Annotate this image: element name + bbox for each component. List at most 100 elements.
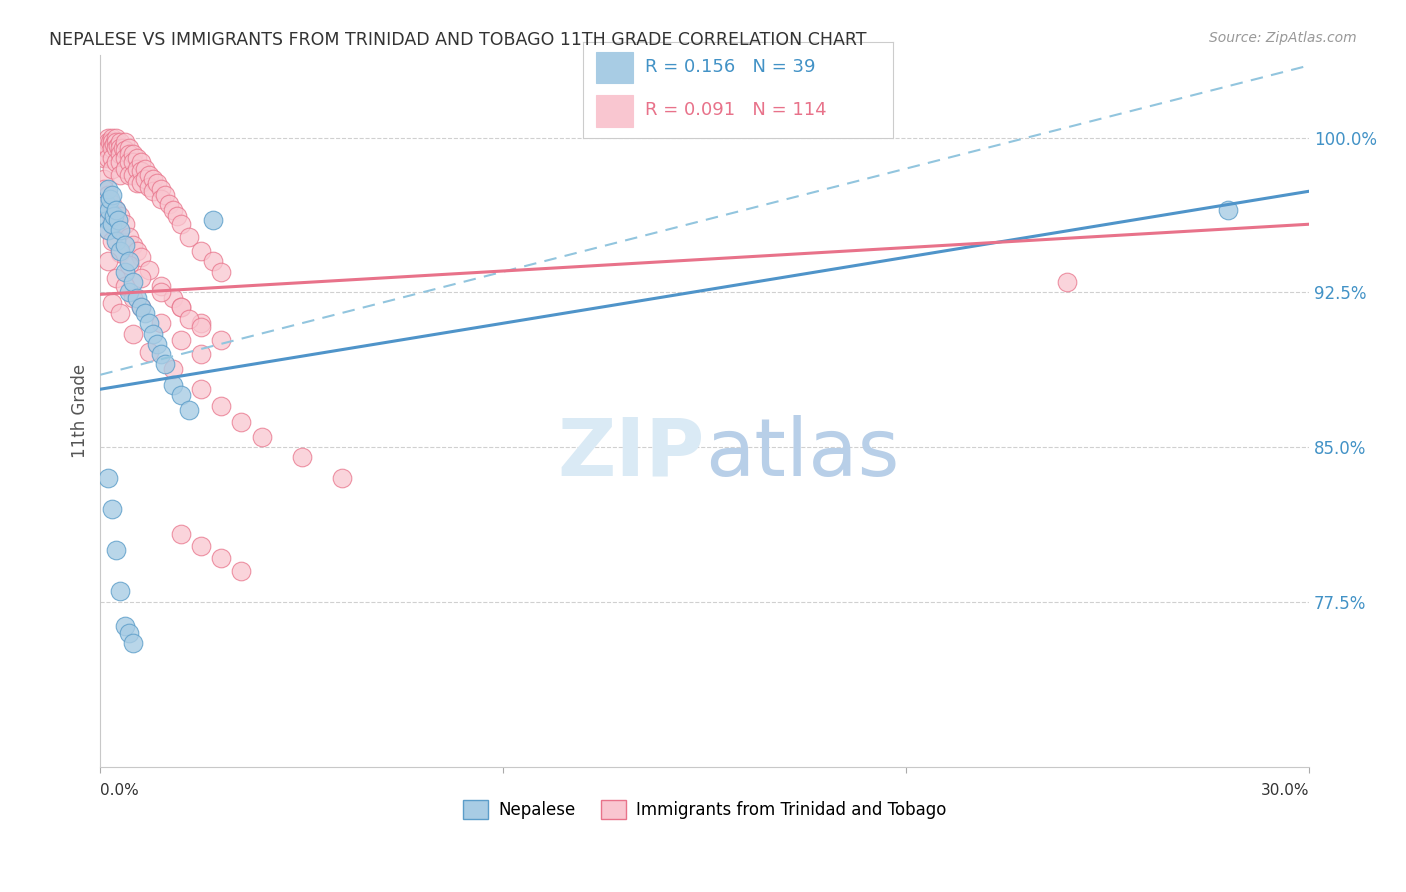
Point <box>190 347 212 361</box>
Point <box>93 196 115 211</box>
Point <box>177 402 200 417</box>
Point <box>114 619 136 633</box>
Point <box>101 295 124 310</box>
Point <box>162 292 184 306</box>
Point <box>110 223 132 237</box>
Point <box>101 130 124 145</box>
Point <box>105 217 128 231</box>
Point <box>190 539 212 553</box>
Point <box>110 306 132 320</box>
Point <box>121 168 143 182</box>
Point <box>231 415 253 429</box>
Point <box>170 333 193 347</box>
Point <box>97 130 120 145</box>
Point <box>138 345 160 359</box>
Point <box>117 141 139 155</box>
Point <box>105 130 128 145</box>
Point <box>103 136 125 151</box>
Point <box>100 135 122 149</box>
Point <box>129 300 152 314</box>
Point <box>101 161 124 176</box>
Point <box>101 135 124 149</box>
Point <box>97 141 120 155</box>
Point <box>129 176 152 190</box>
Point <box>97 202 120 217</box>
Point <box>114 217 136 231</box>
Point <box>93 182 115 196</box>
Point <box>138 180 160 194</box>
Point <box>96 141 118 155</box>
Point <box>170 300 193 314</box>
Point <box>105 202 128 217</box>
Point <box>177 312 200 326</box>
Point <box>149 182 172 196</box>
Point <box>142 326 165 341</box>
Point <box>97 151 120 165</box>
Text: R = 0.156   N = 39: R = 0.156 N = 39 <box>645 58 815 76</box>
Point <box>114 161 136 176</box>
Point <box>105 543 128 558</box>
Bar <box>596 52 633 83</box>
Point <box>101 501 124 516</box>
Point <box>117 285 139 300</box>
Point <box>103 209 125 223</box>
Point <box>121 292 143 306</box>
Point <box>209 333 232 347</box>
Point <box>145 336 167 351</box>
Point <box>110 168 132 182</box>
Point <box>138 262 160 277</box>
Point <box>129 300 152 314</box>
Point <box>114 143 136 157</box>
Point <box>114 279 136 293</box>
Point <box>117 229 139 244</box>
Point <box>129 270 152 285</box>
Text: R = 0.091   N = 114: R = 0.091 N = 114 <box>645 102 827 120</box>
Point <box>170 300 193 314</box>
Text: 0.0%: 0.0% <box>100 783 139 798</box>
Text: 30.0%: 30.0% <box>1261 783 1309 798</box>
Point <box>190 316 212 330</box>
Point <box>100 193 122 207</box>
Point <box>125 244 148 258</box>
Point <box>110 246 132 260</box>
Point <box>170 388 193 402</box>
Point <box>97 223 120 237</box>
Point <box>110 209 132 223</box>
Point <box>121 155 143 169</box>
Point <box>110 147 132 161</box>
Point <box>98 202 121 217</box>
Point <box>129 250 152 264</box>
Point <box>1218 202 1240 217</box>
Point <box>170 217 193 231</box>
Point <box>145 176 167 190</box>
Point <box>105 270 128 285</box>
Point <box>96 196 118 211</box>
Point <box>134 172 156 186</box>
Point <box>117 155 139 169</box>
Point <box>166 209 188 223</box>
Point <box>142 172 165 186</box>
Point <box>134 306 156 320</box>
Point <box>97 188 120 202</box>
Point <box>117 168 139 182</box>
Text: atlas: atlas <box>704 415 898 492</box>
Point <box>153 358 176 372</box>
Point <box>97 135 120 149</box>
Point <box>129 163 152 178</box>
Point <box>105 141 128 155</box>
Point <box>138 316 160 330</box>
Point <box>117 259 139 273</box>
Point <box>101 151 124 165</box>
Point <box>97 213 120 227</box>
Point <box>209 265 232 279</box>
Point <box>153 188 176 202</box>
Point <box>162 202 184 217</box>
Point <box>105 234 128 248</box>
Point <box>250 429 273 443</box>
Point <box>149 347 172 361</box>
Point <box>121 326 143 341</box>
Point <box>97 223 120 237</box>
Point <box>170 526 193 541</box>
Text: ZIP: ZIP <box>557 415 704 492</box>
Point <box>105 135 128 149</box>
